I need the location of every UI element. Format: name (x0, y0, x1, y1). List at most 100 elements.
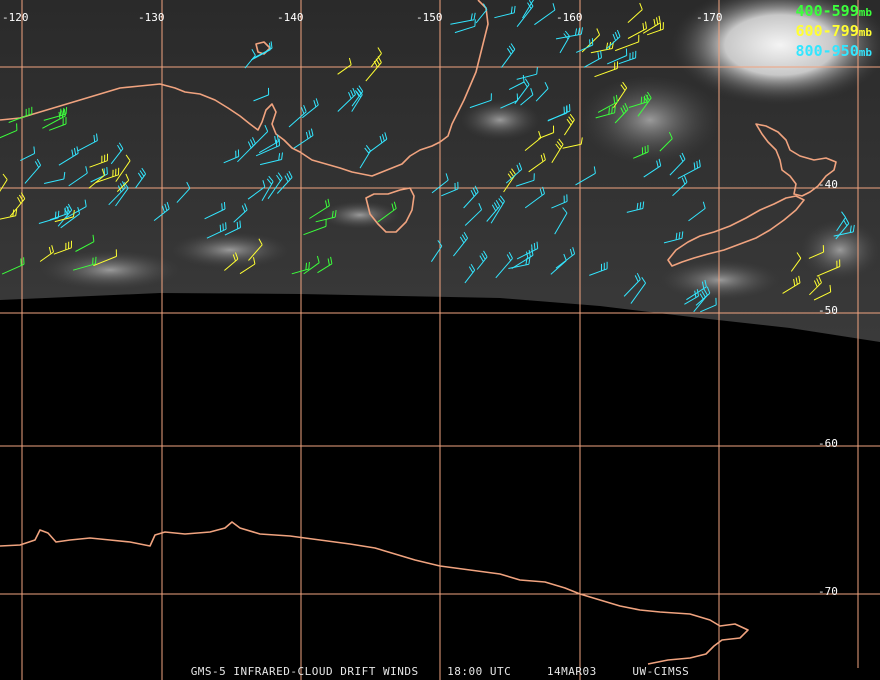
wind-barbs (0, 0, 855, 313)
wind-barb (524, 186, 545, 209)
wind-barb (441, 181, 459, 197)
wind-barb (476, 250, 488, 270)
caption-time: 18:00 UTC (447, 665, 512, 678)
tasmania (365, 187, 415, 233)
wind-barb (43, 107, 68, 121)
wind-barb (688, 201, 706, 222)
wind-barb (589, 261, 608, 276)
wind-barb (836, 211, 847, 232)
lon-label: -140 (277, 11, 304, 24)
wind-barb (623, 272, 641, 297)
longitude-labels: -120 -130 -140 -150 -160 -170 (2, 11, 723, 24)
legend-unit: mb (858, 46, 872, 59)
wind-barb (520, 88, 534, 106)
wind-barb (430, 240, 443, 262)
wind-barb (223, 149, 240, 164)
wind-barb (359, 145, 371, 169)
wind-barb (516, 67, 538, 80)
wind-barb (809, 276, 822, 296)
wind-barb (259, 152, 283, 166)
legend-entry-400-599: 400-599mb (796, 2, 872, 22)
legend-entry-600-799: 600-799mb (796, 22, 872, 42)
wind-barb (303, 219, 327, 236)
wind-barb (42, 108, 66, 129)
wind-barb (75, 234, 95, 252)
wind-barb (615, 34, 640, 52)
wind-barb (515, 173, 535, 187)
wind-barb (288, 105, 307, 128)
wind-barb (9, 192, 26, 217)
wind-barb (693, 288, 708, 313)
wind-barb (524, 131, 542, 151)
wind-barb (57, 203, 73, 227)
wind-barb (317, 256, 333, 274)
wind-barb (89, 153, 108, 168)
wind-barb (782, 275, 801, 294)
wind-barb (633, 144, 649, 159)
wind-barb (58, 146, 79, 166)
lon-label: -170 (696, 11, 723, 24)
lon-label: -150 (416, 11, 443, 24)
wind-barb (555, 247, 576, 269)
wind-barb (595, 105, 616, 119)
wind-barb (261, 175, 274, 201)
wind-barb (559, 30, 571, 54)
legend-unit: mb (858, 26, 872, 39)
latitude-labels: -40 -50 -60 -70 (818, 178, 838, 598)
wind-barb (594, 61, 618, 78)
wind-barb (554, 207, 568, 235)
wind-barb (0, 208, 18, 220)
wind-barb (605, 29, 621, 50)
wind-barb (450, 12, 476, 25)
wind-barb (630, 277, 647, 304)
wind-barb (686, 279, 707, 301)
wind-barb (303, 255, 320, 275)
wind-barb (562, 137, 583, 149)
wind-barb (469, 93, 492, 109)
wind-barb (464, 263, 476, 284)
wind-barb (672, 175, 688, 197)
wind-barb (315, 210, 337, 223)
wind-barb (77, 133, 98, 152)
wind-barb (646, 22, 664, 36)
wind-barb (206, 222, 227, 239)
wind-barb (115, 154, 131, 182)
wind-barb (39, 245, 54, 262)
legend-range: 400-599 (795, 2, 859, 20)
wind-barb (237, 137, 256, 163)
legend-entry-800-950: 800-950mb (796, 42, 872, 62)
wind-barb (508, 74, 525, 91)
wind-barb (626, 201, 645, 213)
lat-label: -40 (818, 178, 838, 191)
wind-barb (224, 220, 241, 236)
new-zealand-north (755, 123, 837, 197)
wind-barb (813, 284, 832, 301)
wind-barb (627, 2, 643, 23)
new-zealand-south (667, 195, 805, 267)
lon-label: -160 (556, 11, 583, 24)
lat-label: -60 (818, 437, 838, 450)
wind-barb (8, 106, 33, 123)
wind-barb (522, 0, 535, 19)
lon-label: -130 (138, 11, 165, 24)
wind-barb (454, 19, 476, 34)
wind-barb (54, 209, 75, 223)
wind-barb (835, 217, 850, 240)
wind-barb (276, 170, 293, 194)
wind-barb (548, 106, 568, 121)
wind-barb (535, 81, 549, 102)
wind-barb (293, 128, 314, 149)
wind-barb (613, 81, 628, 108)
wind-barb (431, 173, 449, 194)
wind-barb (637, 91, 652, 117)
wind-barb (597, 94, 618, 113)
wind-barb (494, 5, 516, 19)
wind-barb (224, 252, 239, 271)
wind-barb (301, 98, 319, 119)
wind-barb (204, 201, 226, 220)
wind-barb (505, 162, 523, 184)
wind-barb (500, 43, 516, 68)
wind-barb (247, 180, 266, 200)
wind-barb (0, 123, 18, 139)
